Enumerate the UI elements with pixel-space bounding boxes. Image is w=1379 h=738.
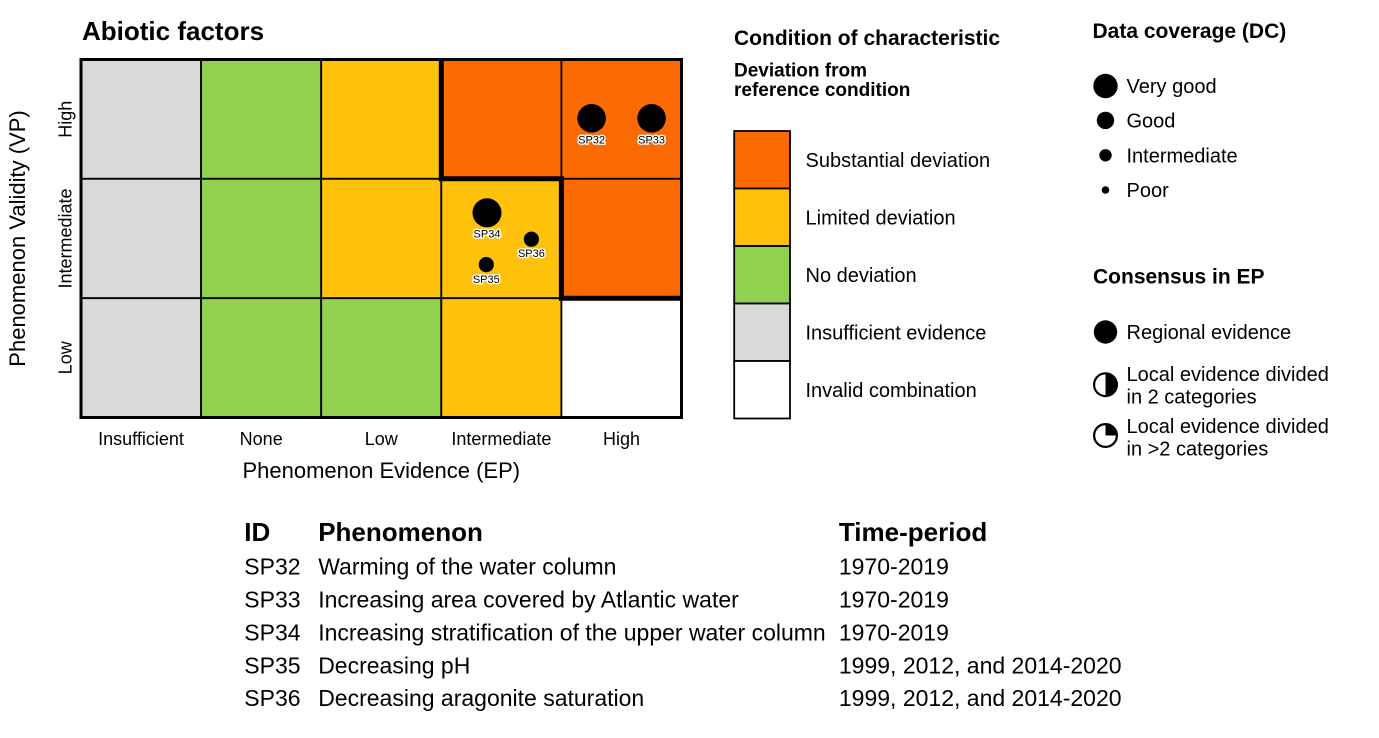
svg-text:Insufficient evidence: Insufficient evidence [806, 322, 987, 344]
svg-text:1999, 2012, and 2014-2020: 1999, 2012, and 2014-2020 [839, 685, 1122, 711]
svg-text:SP36: SP36 [518, 248, 545, 260]
svg-text:SP34: SP34 [474, 229, 501, 241]
svg-text:Phenomenon Validity (VP): Phenomenon Validity (VP) [5, 110, 30, 366]
svg-text:Abiotic factors: Abiotic factors [82, 16, 264, 46]
svg-text:Deviation from: Deviation from [734, 60, 867, 81]
svg-text:SP34: SP34 [244, 620, 300, 646]
svg-text:Consensus in EP: Consensus in EP [1093, 266, 1265, 289]
svg-text:SP36: SP36 [244, 685, 300, 711]
svg-text:Regional evidence: Regional evidence [1127, 322, 1292, 344]
svg-text:Poor: Poor [1127, 180, 1170, 202]
svg-text:Condition of characteristic: Condition of characteristic [734, 27, 1000, 50]
svg-text:Insufficient: Insufficient [98, 429, 184, 449]
svg-text:Decreasing pH: Decreasing pH [318, 652, 470, 678]
svg-text:No deviation: No deviation [806, 265, 917, 287]
svg-text:Time-period: Time-period [839, 517, 987, 547]
svg-text:Good: Good [1127, 110, 1176, 132]
svg-text:1970-2019: 1970-2019 [839, 554, 949, 580]
svg-text:Limited deviation: Limited deviation [806, 207, 956, 229]
svg-text:Intermediate: Intermediate [451, 429, 551, 449]
svg-text:Phenomenon: Phenomenon [318, 517, 483, 547]
svg-text:Invalid combination: Invalid combination [806, 380, 977, 402]
svg-text:Phenomenon Evidence (EP): Phenomenon Evidence (EP) [242, 458, 520, 483]
svg-text:1970-2019: 1970-2019 [839, 620, 949, 646]
svg-text:Local evidence divided: Local evidence divided [1127, 416, 1329, 438]
svg-text:Low: Low [365, 429, 399, 449]
svg-text:Increasing stratification of t: Increasing stratification of the upper w… [318, 620, 826, 646]
svg-text:SP35: SP35 [244, 652, 300, 678]
svg-text:High: High [56, 101, 76, 138]
svg-text:1970-2019: 1970-2019 [839, 587, 949, 613]
svg-text:in >2 categories: in >2 categories [1127, 439, 1269, 461]
svg-text:None: None [240, 429, 283, 449]
svg-text:SP33: SP33 [638, 135, 665, 147]
svg-text:SP32: SP32 [578, 135, 605, 147]
svg-text:Data coverage (DC): Data coverage (DC) [1093, 20, 1287, 43]
svg-text:Intermediate: Intermediate [56, 188, 76, 288]
svg-text:High: High [603, 429, 640, 449]
svg-text:1999, 2012, and 2014-2020: 1999, 2012, and 2014-2020 [839, 652, 1122, 678]
svg-text:Local evidence divided: Local evidence divided [1127, 364, 1329, 386]
svg-text:Warming of the water column: Warming of the water column [318, 554, 616, 580]
svg-text:SP33: SP33 [244, 587, 300, 613]
svg-text:Substantial deviation: Substantial deviation [806, 150, 991, 172]
svg-text:Decreasing aragonite saturatio: Decreasing aragonite saturation [318, 685, 644, 711]
svg-text:Low: Low [56, 340, 76, 374]
svg-text:ID: ID [244, 517, 270, 547]
svg-text:SP35: SP35 [473, 274, 500, 286]
svg-text:reference condition: reference condition [734, 80, 910, 101]
svg-text:Intermediate: Intermediate [1127, 145, 1238, 167]
svg-text:SP32: SP32 [244, 554, 300, 580]
svg-text:in 2 categories: in 2 categories [1127, 387, 1257, 409]
svg-text:Very good: Very good [1127, 76, 1217, 98]
svg-text:Increasing area covered by Atl: Increasing area covered by Atlantic wate… [318, 587, 739, 613]
